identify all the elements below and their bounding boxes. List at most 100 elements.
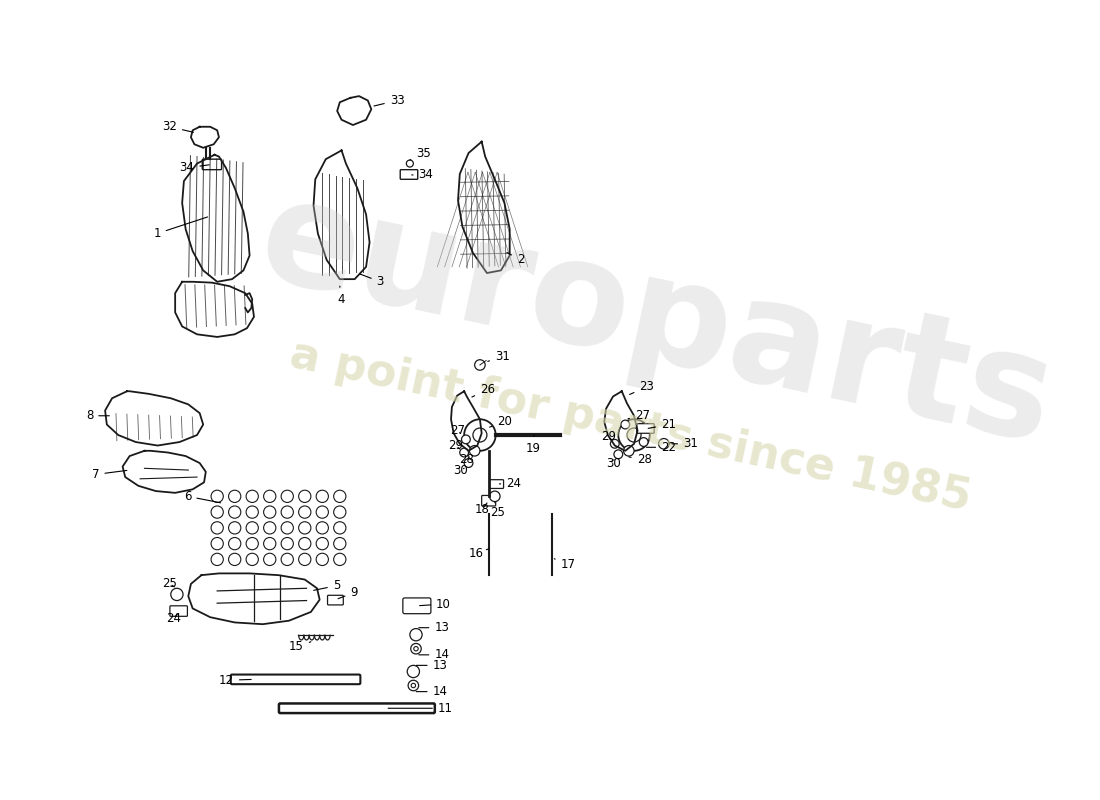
Circle shape: [246, 506, 258, 518]
FancyBboxPatch shape: [279, 703, 434, 713]
Text: 8: 8: [86, 410, 109, 422]
Circle shape: [211, 490, 223, 502]
Circle shape: [229, 538, 241, 550]
Circle shape: [408, 680, 419, 690]
Text: 14: 14: [416, 685, 448, 698]
Circle shape: [282, 490, 294, 502]
Text: 34: 34: [179, 162, 209, 174]
Text: 27: 27: [450, 424, 465, 437]
Circle shape: [282, 506, 294, 518]
Circle shape: [211, 522, 223, 534]
Circle shape: [282, 538, 294, 550]
Circle shape: [333, 506, 345, 518]
Text: 32: 32: [162, 120, 194, 134]
Circle shape: [246, 490, 258, 502]
Circle shape: [610, 439, 619, 448]
Circle shape: [618, 419, 650, 450]
Text: europarts: europarts: [248, 169, 1066, 474]
Text: 22: 22: [647, 441, 676, 454]
Text: 28: 28: [459, 453, 474, 466]
Text: 14: 14: [419, 648, 450, 662]
Circle shape: [246, 522, 258, 534]
Circle shape: [620, 420, 629, 429]
Circle shape: [170, 588, 183, 601]
Text: 9: 9: [338, 586, 358, 599]
Circle shape: [464, 419, 496, 450]
Circle shape: [211, 554, 223, 566]
Circle shape: [639, 438, 648, 446]
FancyBboxPatch shape: [403, 598, 431, 614]
Text: 10: 10: [419, 598, 451, 610]
Circle shape: [407, 666, 419, 678]
Circle shape: [410, 629, 422, 641]
Circle shape: [264, 506, 276, 518]
Circle shape: [333, 554, 345, 566]
Text: 19: 19: [526, 435, 540, 454]
Text: 29: 29: [449, 439, 463, 452]
Text: 15: 15: [289, 641, 311, 654]
Circle shape: [298, 538, 311, 550]
Text: 4: 4: [338, 286, 344, 306]
Circle shape: [316, 506, 329, 518]
FancyBboxPatch shape: [169, 606, 187, 616]
Circle shape: [211, 506, 223, 518]
Circle shape: [414, 646, 418, 651]
Circle shape: [264, 554, 276, 566]
Circle shape: [627, 428, 641, 442]
Text: 1: 1: [153, 217, 208, 240]
Text: 6: 6: [184, 490, 221, 503]
Circle shape: [229, 506, 241, 518]
Circle shape: [264, 522, 276, 534]
Text: 34: 34: [411, 169, 433, 182]
Text: 24: 24: [499, 477, 521, 490]
Circle shape: [464, 458, 473, 467]
Circle shape: [298, 554, 311, 566]
Text: 13: 13: [419, 621, 449, 634]
Text: 11: 11: [388, 702, 453, 714]
Text: 20: 20: [490, 415, 513, 428]
Circle shape: [316, 554, 329, 566]
FancyBboxPatch shape: [202, 159, 221, 170]
FancyBboxPatch shape: [482, 495, 496, 506]
Text: 30: 30: [606, 457, 620, 470]
Text: 2: 2: [507, 253, 525, 266]
Text: 7: 7: [92, 468, 126, 481]
Text: a point for parts since 1985: a point for parts since 1985: [286, 333, 975, 519]
Text: 23: 23: [629, 380, 654, 394]
Text: 18: 18: [475, 503, 490, 516]
Text: 27: 27: [628, 410, 650, 422]
Text: 12: 12: [219, 674, 251, 686]
Text: 21: 21: [648, 418, 676, 431]
Circle shape: [316, 490, 329, 502]
Circle shape: [462, 435, 471, 444]
Text: 16: 16: [469, 546, 488, 560]
FancyBboxPatch shape: [231, 674, 361, 684]
Text: 29: 29: [601, 430, 616, 443]
FancyBboxPatch shape: [637, 424, 654, 434]
Text: 25: 25: [162, 578, 177, 590]
Circle shape: [246, 538, 258, 550]
Circle shape: [475, 360, 485, 370]
Circle shape: [406, 160, 414, 167]
Circle shape: [659, 438, 669, 449]
Text: 30: 30: [453, 463, 469, 477]
Circle shape: [229, 522, 241, 534]
Text: 3: 3: [360, 274, 384, 288]
Circle shape: [470, 446, 480, 456]
Circle shape: [490, 491, 500, 502]
Circle shape: [316, 522, 329, 534]
FancyBboxPatch shape: [490, 480, 504, 489]
FancyBboxPatch shape: [400, 170, 418, 179]
Circle shape: [246, 554, 258, 566]
Circle shape: [333, 522, 345, 534]
Circle shape: [614, 450, 623, 458]
Circle shape: [473, 428, 487, 442]
Circle shape: [264, 538, 276, 550]
Circle shape: [229, 554, 241, 566]
Circle shape: [298, 490, 311, 502]
Text: 28: 28: [629, 453, 651, 466]
Circle shape: [333, 490, 345, 502]
Circle shape: [460, 448, 469, 457]
Text: 25: 25: [491, 502, 505, 518]
FancyBboxPatch shape: [328, 595, 343, 605]
